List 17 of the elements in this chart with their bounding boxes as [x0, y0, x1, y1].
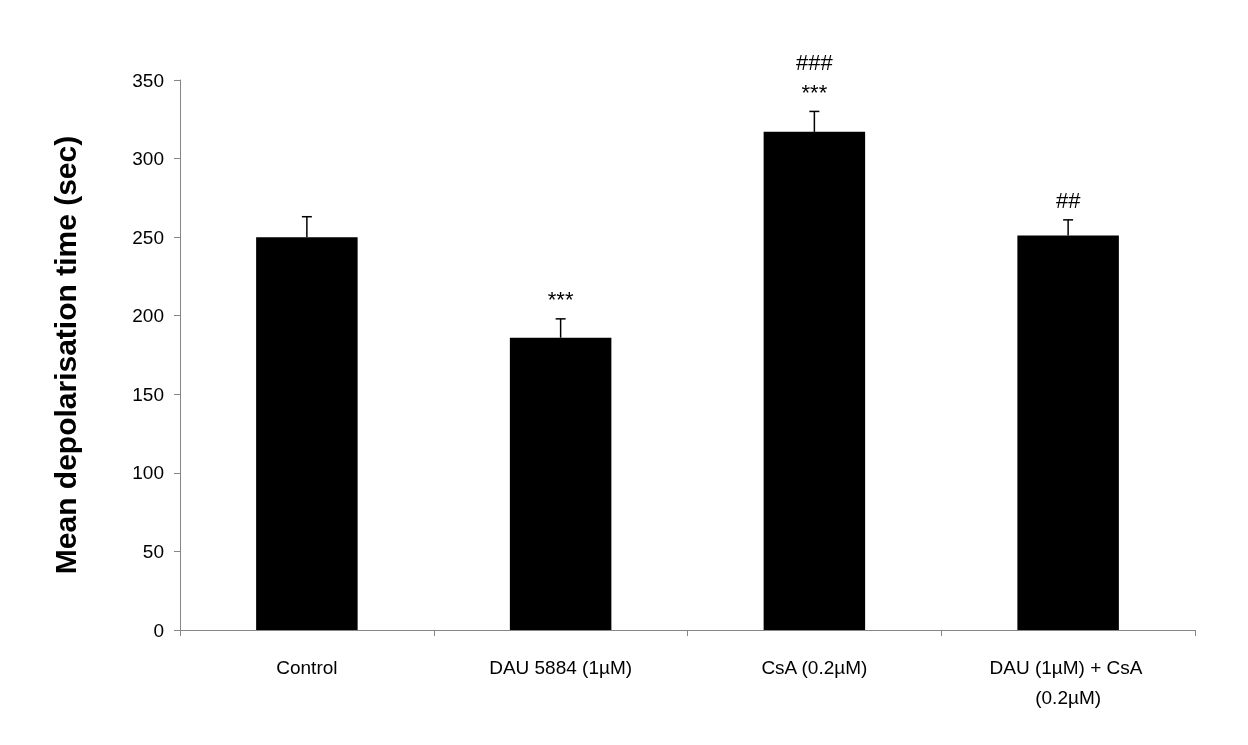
x-tick-label: Control	[276, 656, 338, 678]
y-tick-label: 0	[153, 619, 164, 641]
y-tick-label: 200	[132, 305, 164, 327]
y-tick-label: 50	[142, 540, 164, 562]
annotation: ###	[796, 49, 834, 75]
y-tick-label: 350	[132, 69, 164, 91]
y-axis-title: Mean depolarisation time (sec)	[48, 135, 82, 575]
annotation: ***	[801, 79, 828, 105]
x-tick-label: DAU 5884 (1µM)	[489, 656, 633, 678]
x-tick-label: DAU (1µM) + CsA (0.2µM)	[989, 656, 1147, 708]
y-tick-label: 150	[132, 383, 164, 405]
x-tick-label: CsA (0.2µM)	[761, 656, 868, 678]
annotation: ***	[547, 287, 574, 313]
annotation: ##	[1055, 188, 1082, 214]
y-tick-label: 100	[132, 462, 164, 484]
y-tick-label: 250	[132, 226, 164, 248]
y-tick-label: 300	[132, 148, 164, 170]
